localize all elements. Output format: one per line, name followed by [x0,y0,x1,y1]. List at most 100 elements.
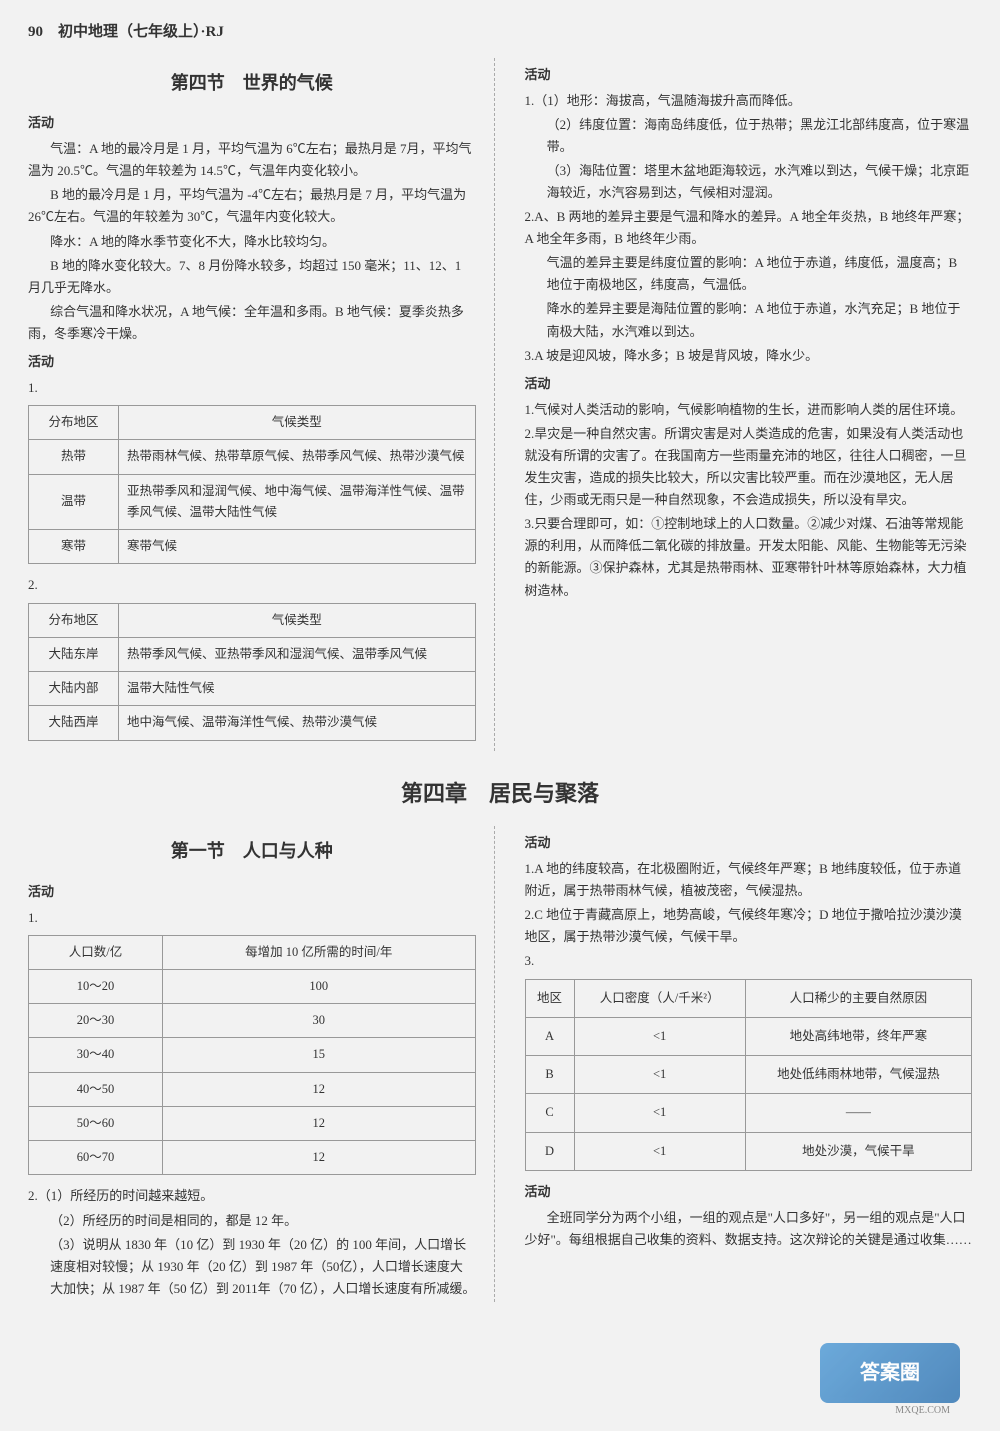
td: 30～40 [29,1038,163,1072]
th: 人口稀少的主要自然原因 [745,979,971,1017]
table-row: 寒带 寒带气候 [29,530,476,564]
td: 50～60 [29,1106,163,1140]
td: 大陆内部 [29,672,119,706]
activity-label-r2: 活动 [525,373,973,395]
table-row: 大陆东岸 热带季风气候、亚热带季风和湿润气候、温带季风气候 [29,637,476,671]
lower-two-col: 第一节 人口与人种 活动 1. 人口数/亿 每增加 10 亿所需的时间/年 10… [28,826,972,1302]
right-column-lower: 活动 1.A 地的纬度较高，在北极圈附近，气候终年严寒；B 地纬度较低，位于赤道… [519,826,973,1302]
td: 热带季风气候、亚热带季风和湿润气候、温带季风气候 [119,637,476,671]
table-row: 温带 亚热带季风和湿润气候、地中海气候、温带海洋性气候、温带季风气候、温带大陆性… [29,474,476,530]
td: 亚热带季风和湿润气候、地中海气候、温带海洋性气候、温带季风气候、温带大陆性气候 [119,474,476,530]
td: <1 [574,1056,745,1094]
td: 热带 [29,440,119,474]
table-row: 人口数/亿 每增加 10 亿所需的时间/年 [29,935,476,969]
para: （2）纬度位置：海南岛纬度低，位于热带；黑龙江北部纬度高，位于寒温带。 [525,114,973,158]
para: 气温的差异主要是纬度位置的影响：A 地位于赤道，纬度低，温度高；B 地位于南极地… [525,252,973,296]
watermark-logo: 答案圈 [820,1343,960,1403]
watermark-url: MXQE.COM [895,1402,950,1419]
table-row: 热带 热带雨林气候、热带草原气候、热带季风气候、热带沙漠气候 [29,440,476,474]
para: 1.（1）地形：海拔高，气温随海拔升高而降低。 [525,90,973,112]
table-row: 20～3030 [29,1004,476,1038]
td: 15 [163,1038,475,1072]
table-row: A<1地处高纬地带，终年严寒 [525,1017,972,1055]
section4-title: 第四节 世界的气候 [28,68,476,99]
td: 大陆西岸 [29,706,119,740]
td: 地处低纬雨林地带，气候湿热 [745,1056,971,1094]
label-2: 2. [28,574,476,596]
para: 3.只要合理即可，如：①控制地球上的人口数量。②减少对煤、石油等常规能源的利用，… [525,513,973,601]
para: 1.A 地的纬度较高，在北极圈附近，气候终年严寒；B 地纬度较低，位于赤道附近，… [525,858,973,902]
para: （3）说明从 1830 年（10 亿）到 1930 年（20 亿）的 100 年… [28,1234,476,1300]
para: 3.A 坡是迎风坡，降水多；B 坡是背风坡，降水少。 [525,345,973,367]
td: <1 [574,1017,745,1055]
para: 降水：A 地的降水季节变化不大，降水比较均匀。 [28,231,476,253]
th: 气候类型 [119,406,476,440]
label-1b: 1. [28,907,476,929]
table-row: 地区 人口密度（人/千米²） 人口稀少的主要自然原因 [525,979,972,1017]
section1-title: 第一节 人口与人种 [28,836,476,867]
activity-label-b1: 活动 [28,881,476,903]
td: 20～30 [29,1004,163,1038]
para: B 地的最冷月是 1 月，平均气温为 -4℃左右；最热月是 7 月，平均气温为 … [28,184,476,228]
td: 地处高纬地带，终年严寒 [745,1017,971,1055]
table-row: C<1—— [525,1094,972,1132]
activity-label-2: 活动 [28,351,476,373]
table-row: 30～4015 [29,1038,476,1072]
para: 综合气温和降水状况，A 地气候：全年温和多雨。B 地气候：夏季炎热多雨，冬季寒冷… [28,301,476,345]
td: 10～20 [29,969,163,1003]
upper-two-col: 第四节 世界的气候 活动 气温：A 地的最冷月是 1 月，平均气温为 6℃左右；… [28,58,972,751]
th: 地区 [525,979,574,1017]
td: 地中海气候、温带海洋性气候、热带沙漠气候 [119,706,476,740]
td: C [525,1094,574,1132]
chapter4-title: 第四章 居民与聚落 [28,775,972,812]
td: B [525,1056,574,1094]
activity-label-b3: 活动 [525,1181,973,1203]
para: （3）海陆位置：塔里木盆地距海较远，水汽难以到达，气候干燥；北京距海较近，水汽容… [525,160,973,204]
para: 2.A、B 两地的差异主要是气温和降水的差异。A 地全年炎热，B 地终年严寒；A… [525,206,973,250]
label-3: 3. [525,950,973,972]
td: 大陆东岸 [29,637,119,671]
th: 气候类型 [119,603,476,637]
para: 全班同学分为两个小组，一组的观点是"人口多好"，另一组的观点是"人口少好"。每组… [525,1207,973,1251]
td: 40～50 [29,1072,163,1106]
table-row: 40～5012 [29,1072,476,1106]
table-row: 大陆西岸 地中海气候、温带海洋性气候、热带沙漠气候 [29,706,476,740]
para: （2）所经历的时间是相同的，都是 12 年。 [28,1210,476,1232]
table-row: 大陆内部 温带大陆性气候 [29,672,476,706]
th: 分布地区 [29,603,119,637]
td: 寒带气候 [119,530,476,564]
right-column-upper: 活动 1.（1）地形：海拔高，气温随海拔升高而降低。 （2）纬度位置：海南岛纬度… [519,58,973,751]
td: A [525,1017,574,1055]
td: 12 [163,1106,475,1140]
label-1: 1. [28,377,476,399]
para: 2.C 地位于青藏高原上，地势高峻，气候终年寒冷；D 地位于撒哈拉沙漠沙漠地区，… [525,904,973,948]
th: 每增加 10 亿所需的时间/年 [163,935,475,969]
table-row: 10～20100 [29,969,476,1003]
td: <1 [574,1132,745,1170]
table-row: B<1地处低纬雨林地带，气候湿热 [525,1056,972,1094]
climate-coast-table: 分布地区 气候类型 大陆东岸 热带季风气候、亚热带季风和湿润气候、温带季风气候 … [28,603,476,741]
td: 温带大陆性气候 [119,672,476,706]
th: 分布地区 [29,406,119,440]
table-row: 分布地区 气候类型 [29,603,476,637]
para: 1.气候对人类活动的影响，气候影响植物的生长，进而影响人类的居住环境。 [525,399,973,421]
left-column-lower: 第一节 人口与人种 活动 1. 人口数/亿 每增加 10 亿所需的时间/年 10… [28,826,495,1302]
td: 30 [163,1004,475,1038]
para: 降水的差异主要是海陆位置的影响：A 地位于赤道，水汽充足；B 地位于南极大陆，水… [525,298,973,342]
table-row: 60～7012 [29,1141,476,1175]
para: 2.旱灾是一种自然灾害。所谓灾害是对人类造成的危害，如果没有人类活动也就没有所谓… [525,423,973,511]
th: 人口数/亿 [29,935,163,969]
td: 100 [163,969,475,1003]
td: 12 [163,1141,475,1175]
td: 热带雨林气候、热带草原气候、热带季风气候、热带沙漠气候 [119,440,476,474]
climate-zone-table: 分布地区 气候类型 热带 热带雨林气候、热带草原气候、热带季风气候、热带沙漠气候… [28,405,476,564]
activity-label-1: 活动 [28,112,476,134]
para: 气温：A 地的最冷月是 1 月，平均气温为 6℃左右；最热月是 7月，平均气温为… [28,138,476,182]
th: 人口密度（人/千米²） [574,979,745,1017]
activity-label-r1: 活动 [525,64,973,86]
pop-density-table: 地区 人口密度（人/千米²） 人口稀少的主要自然原因 A<1地处高纬地带，终年严… [525,979,973,1171]
left-column-upper: 第四节 世界的气候 活动 气温：A 地的最冷月是 1 月，平均气温为 6℃左右；… [28,58,495,751]
td: 60～70 [29,1141,163,1175]
table-row: D<1地处沙漠，气候干旱 [525,1132,972,1170]
para: B 地的降水变化较大。7、8 月份降水较多，均超过 150 毫米；11、12、1… [28,255,476,299]
